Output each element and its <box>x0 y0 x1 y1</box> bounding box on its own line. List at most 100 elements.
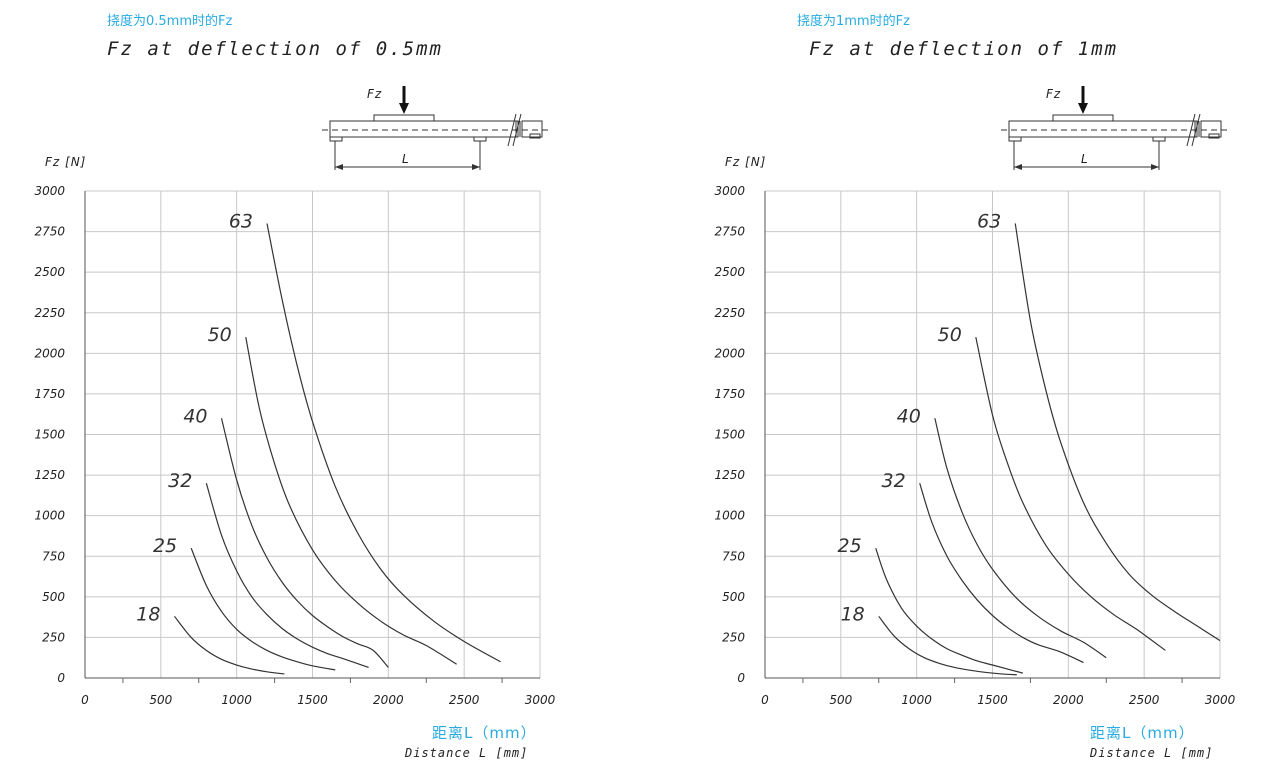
support-left <box>329 136 343 142</box>
x-tick-label: 0 <box>81 693 89 707</box>
series-curve <box>245 336 457 665</box>
y-tick-label: 2000 <box>714 346 745 360</box>
y-tick-label: 2000 <box>34 346 65 360</box>
y-tick-label: 500 <box>722 590 745 604</box>
x-tick-label: 2000 <box>1053 693 1084 707</box>
chart-title-cn: 挠度为1mm时的Fz <box>797 14 910 29</box>
series-label: 63 <box>229 210 253 232</box>
beam-diagram: Fz L <box>322 86 548 170</box>
x-axis-label: Distance L [mm] <box>405 746 529 760</box>
y-tick-label: 1250 <box>34 468 65 482</box>
x-tick-label: 3000 <box>1205 693 1236 707</box>
chart-panel-right: 挠度为1mm时的Fz Fz at deflection of 1mm Fz L 0… <box>632 0 1265 765</box>
y-tick-label: 1000 <box>34 509 65 523</box>
dimension-arrow-left-icon <box>335 164 343 170</box>
chart-grid <box>764 190 1221 683</box>
x-tick-label: 1000 <box>901 693 932 707</box>
y-tick-label: 2750 <box>714 225 745 239</box>
series-curve <box>878 615 1017 676</box>
support-right <box>1152 136 1166 142</box>
chart-title-cn: 挠度为0.5mm时的Fz <box>107 14 233 29</box>
series-label: 18 <box>841 603 865 625</box>
series-label: 40 <box>897 405 921 427</box>
series-curve <box>266 223 501 663</box>
series-label: 25 <box>838 535 862 557</box>
x-tick-label: 2500 <box>449 693 480 707</box>
series-curve <box>919 483 1084 664</box>
x-axis-label: Distance L [mm] <box>1090 746 1214 760</box>
series-label: 18 <box>136 603 160 625</box>
beam-end-foot <box>529 133 541 139</box>
series-label: 50 <box>208 324 232 346</box>
series-label: 32 <box>168 470 192 492</box>
force-arrowhead-icon <box>1078 103 1088 114</box>
series-curve <box>205 483 369 669</box>
force-arrowhead-icon <box>399 103 409 114</box>
y-tick-label: 1750 <box>34 387 65 401</box>
y-tick-label: 750 <box>722 549 745 563</box>
force-label: Fz <box>367 87 382 101</box>
series-curve <box>975 336 1166 651</box>
y-tick-label: 250 <box>722 630 745 644</box>
y-tick-label: 250 <box>42 630 65 644</box>
support-right <box>473 136 487 142</box>
series-label: 32 <box>882 470 906 492</box>
y-tick-label: 750 <box>42 549 65 563</box>
chart-title: Fz at deflection of 1mm <box>809 38 1119 60</box>
y-tick-label: 2250 <box>714 306 745 320</box>
distance-symbol: L <box>402 152 410 166</box>
chart-series: 18 25 32 40 50 63 <box>136 210 501 675</box>
dimension-arrow-left-icon <box>1014 164 1022 170</box>
series-label: 25 <box>153 535 177 557</box>
chart-axes: 0 500 1000 1500 2000 2500 3000 0 250 500 750 1000 12… <box>714 155 1235 707</box>
chart-svg: Fz L 0 500 1000 1500 2000 2500 3000 0 250 500 750 10… <box>714 86 1236 707</box>
y-tick-label: 1000 <box>714 509 745 523</box>
chart-svg: Fz L 0 500 1000 1500 2000 2500 3000 0 250 500 750 10… <box>34 86 556 707</box>
dimension-arrow-right-icon <box>472 164 480 170</box>
y-tick-label: 3000 <box>34 184 65 198</box>
carriage <box>1052 114 1114 122</box>
x-tick-label: 500 <box>829 693 852 707</box>
series-curve <box>875 547 1023 674</box>
dimension-arrow-right-icon <box>1151 164 1159 170</box>
series-curve <box>934 418 1107 659</box>
y-tick-label: 1500 <box>714 428 745 442</box>
series-label: 40 <box>183 405 207 427</box>
beam-body <box>329 120 519 138</box>
x-axis-label-cn: 距离L（mm） <box>1090 724 1195 742</box>
support-left <box>1008 136 1022 142</box>
x-tick-label: 500 <box>149 693 172 707</box>
y-tick-label: 2250 <box>34 306 65 320</box>
x-tick-label: 2500 <box>1129 693 1160 707</box>
chart-panel-left: 挠度为0.5mm时的Fz Fz at deflection of 0.5mm F… <box>0 0 632 765</box>
chart-title: Fz at deflection of 0.5mm <box>107 38 443 60</box>
y-axis-label: Fz [N] <box>725 155 766 169</box>
y-tick-label: 2500 <box>714 265 745 279</box>
y-tick-label: 1750 <box>714 387 745 401</box>
carriage <box>373 114 435 122</box>
x-axis-label-cn: 距离L（mm） <box>432 724 537 742</box>
chart-axes: 0 500 1000 1500 2000 2500 3000 0 250 500 750 1000 12… <box>34 155 555 707</box>
y-axis-label: Fz [N] <box>45 155 86 169</box>
series-curve <box>174 615 285 675</box>
beam-end <box>521 120 543 138</box>
y-tick-label: 1500 <box>34 428 65 442</box>
y-tick-label: 0 <box>57 671 65 685</box>
y-tick-label: 0 <box>737 671 745 685</box>
chart-series: 18 25 32 40 50 63 <box>838 210 1221 676</box>
series-curve <box>220 418 389 668</box>
y-tick-label: 1250 <box>714 468 745 482</box>
x-tick-label: 2000 <box>373 693 404 707</box>
series-label: 63 <box>977 210 1001 232</box>
force-label: Fz <box>1046 87 1061 101</box>
beam-end-foot <box>1208 133 1220 139</box>
x-tick-label: 0 <box>761 693 769 707</box>
y-tick-label: 3000 <box>714 184 745 198</box>
x-tick-label: 1500 <box>977 693 1008 707</box>
x-tick-label: 1500 <box>297 693 328 707</box>
y-tick-label: 2750 <box>34 225 65 239</box>
beam-end <box>1200 120 1222 138</box>
y-tick-label: 500 <box>42 590 65 604</box>
distance-symbol: L <box>1081 152 1089 166</box>
series-label: 50 <box>938 324 962 346</box>
